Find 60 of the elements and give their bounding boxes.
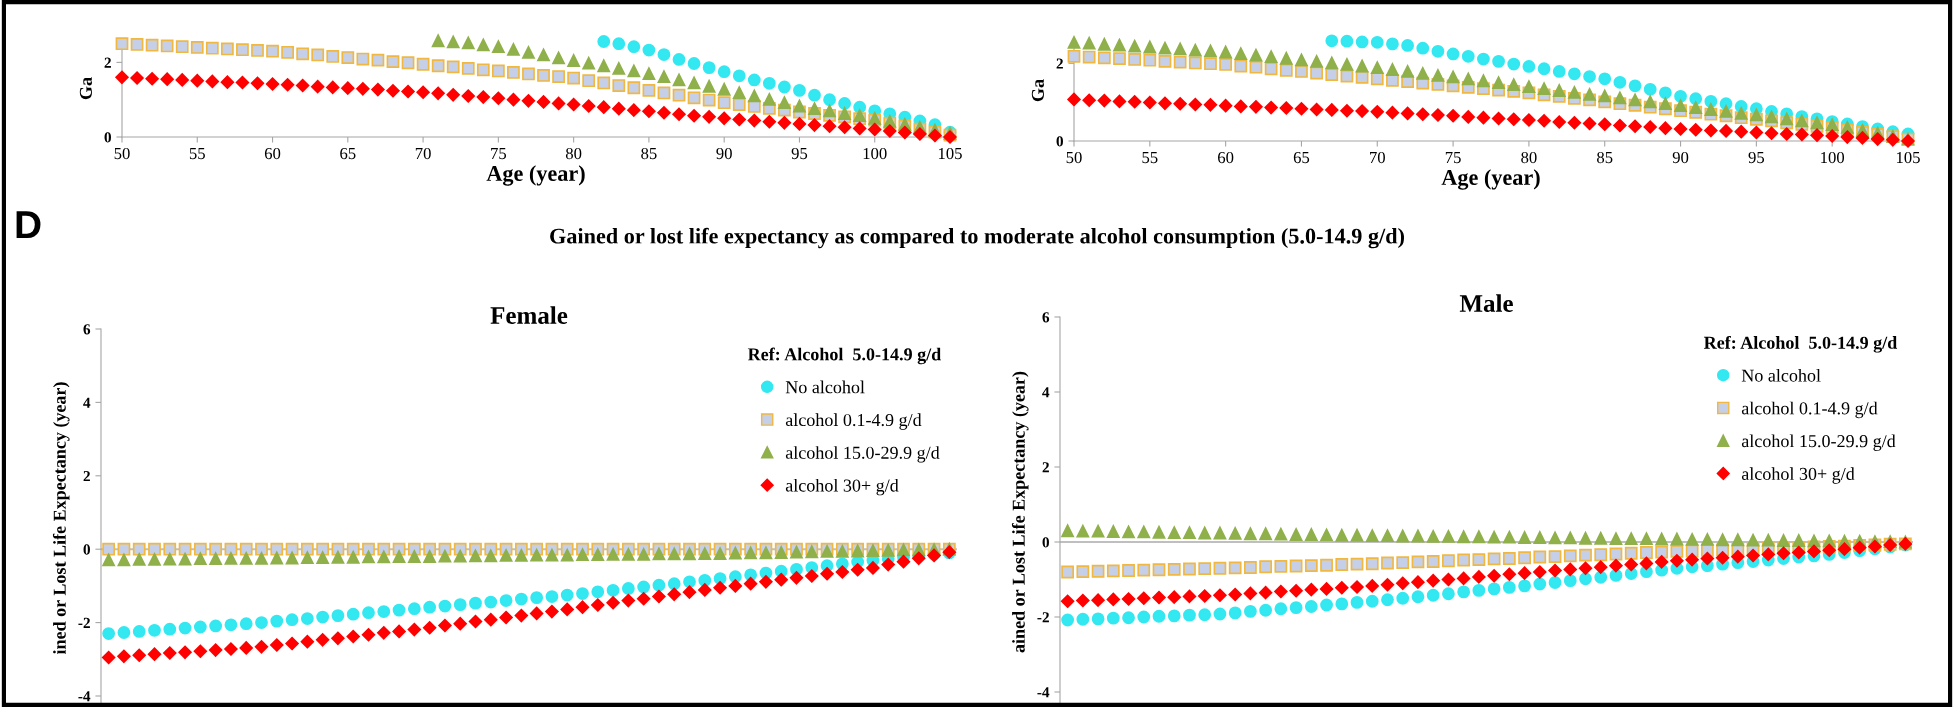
y-tick-label: 0 bbox=[83, 544, 90, 555]
x-tick-label: 60 bbox=[264, 147, 281, 160]
y-tick-label: 0 bbox=[1042, 537, 1049, 548]
text: Gained or lost life expectancy as compared to moderate alcohol consumption (5.0-14.9 g/d) bbox=[550, 227, 1404, 249]
chart-title: Male bbox=[1459, 294, 1513, 312]
legend-title: Ref: Alcohol 5.0-14.9 g/d bbox=[747, 347, 942, 365]
y-tick-label: 0 bbox=[1056, 136, 1063, 147]
legend-label: No alcohol bbox=[1741, 368, 1821, 382]
x-tick-label: 105 bbox=[1896, 151, 1920, 164]
x-tick-label: 95 bbox=[791, 147, 808, 160]
x-tick-label: 105 bbox=[938, 147, 962, 160]
y-tick-label: -4 bbox=[1037, 687, 1050, 698]
x-tick-label: 70 bbox=[1370, 151, 1385, 164]
text: D bbox=[16, 211, 41, 239]
x-tick-label: 100 bbox=[863, 147, 887, 160]
legend-label: alcohol 0.1-4.9 g/d bbox=[785, 413, 922, 430]
y-axis-title: ained or Lost Life Expectancy (year) bbox=[1011, 371, 1029, 653]
legend-title: Ref: Alcohol 5.0-14.9 g/d bbox=[1703, 335, 1898, 353]
y-axis-title: Ga bbox=[79, 77, 92, 100]
legend-label: No alcohol bbox=[785, 380, 865, 394]
y-tick-label: 6 bbox=[83, 324, 91, 335]
legend-label: alcohol 30+ g/d bbox=[1741, 467, 1855, 484]
x-tick-label: 100 bbox=[1821, 151, 1845, 164]
x-axis-title: Age (year) bbox=[486, 165, 585, 186]
x-tick-label: 75 bbox=[1445, 152, 1461, 164]
x-tick-label: 80 bbox=[1521, 151, 1537, 164]
legend-label: alcohol 0.1-4.9 g/d bbox=[1741, 401, 1878, 419]
y-tick-label: -2 bbox=[1037, 612, 1049, 623]
y-tick-label: 2 bbox=[1042, 462, 1049, 473]
x-tick-label: 85 bbox=[641, 147, 657, 160]
x-tick-label: 90 bbox=[716, 147, 732, 160]
y-tick-label: 4 bbox=[1042, 387, 1050, 398]
x-tick-label: 80 bbox=[565, 147, 582, 160]
y-axis-title: Ga bbox=[1031, 79, 1044, 102]
legend-label: alcohol 15.0-29.9 g/d bbox=[785, 446, 940, 463]
x-tick-label: 55 bbox=[189, 148, 205, 160]
y-tick-label: 6 bbox=[1042, 312, 1050, 323]
x-tick-label: 85 bbox=[1597, 151, 1613, 164]
y-tick-label: -2 bbox=[78, 617, 90, 628]
x-tick-label: 95 bbox=[1748, 151, 1765, 164]
x-tick-label: 65 bbox=[340, 147, 356, 160]
x-tick-label: 90 bbox=[1672, 151, 1689, 164]
y-tick-label: 2 bbox=[104, 57, 111, 68]
x-tick-label: 75 bbox=[491, 148, 507, 160]
legend-label: alcohol 15.0-29.9 g/d bbox=[1741, 434, 1896, 451]
legend-label: alcohol 30+ g/d bbox=[785, 478, 899, 496]
y-tick-label: 4 bbox=[83, 397, 91, 408]
x-tick-label: 50 bbox=[114, 147, 130, 160]
y-tick-label: 0 bbox=[104, 132, 111, 143]
x-tick-label: 65 bbox=[1293, 151, 1310, 164]
chart-title: Female bbox=[490, 306, 568, 324]
y-tick-label: 2 bbox=[1056, 58, 1063, 69]
y-tick-label: 2 bbox=[83, 470, 90, 482]
x-tick-label: 55 bbox=[1142, 152, 1158, 164]
x-tick-label: 50 bbox=[1066, 151, 1082, 164]
y-tick-label: -4 bbox=[78, 691, 91, 702]
x-tick-label: 60 bbox=[1218, 151, 1234, 164]
x-axis-title: Age (year) bbox=[1441, 169, 1540, 190]
y-axis-title: ined or Lost Life Expectancy (year) bbox=[52, 382, 70, 655]
x-tick-label: 70 bbox=[415, 147, 431, 160]
